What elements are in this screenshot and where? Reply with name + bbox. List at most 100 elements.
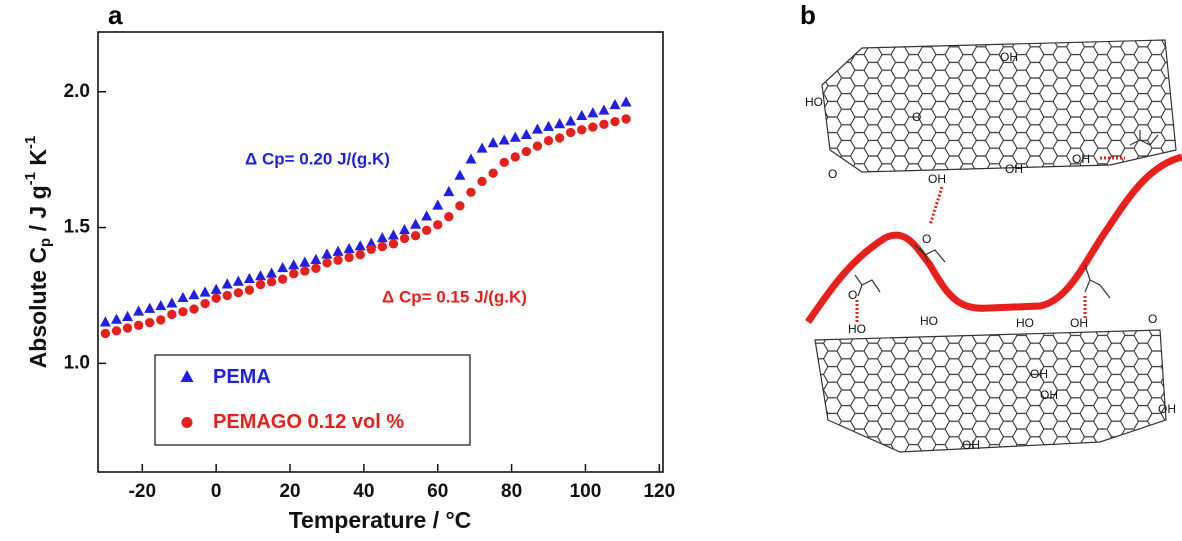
- y-label-part: -1: [22, 172, 39, 185]
- data-point: [167, 309, 177, 320]
- data-point: [554, 133, 565, 143]
- legend-marker: [180, 370, 194, 383]
- data-point: [532, 141, 543, 151]
- chem-label: OH: [1158, 402, 1176, 416]
- data-point: [155, 299, 167, 311]
- data-point: [543, 135, 554, 146]
- data-point: [410, 231, 421, 241]
- data-point: [433, 220, 443, 230]
- chem-label: OH: [1072, 152, 1090, 166]
- y-label-part: p: [37, 238, 54, 247]
- data-point: [621, 114, 631, 124]
- data-point: [211, 293, 221, 303]
- data-point: [144, 302, 156, 313]
- data-point: [166, 297, 178, 308]
- legend-box: [154, 354, 471, 446]
- data-point: [354, 240, 366, 251]
- data-point: [609, 99, 621, 110]
- data-point: [399, 223, 411, 235]
- data-point: [432, 199, 444, 210]
- ester-groups: [854, 130, 1159, 299]
- polymer-chain: [805, 153, 1182, 324]
- legend-label: PEMAGO 0.12 vol %: [213, 411, 404, 433]
- data-point: [189, 304, 199, 314]
- data-point: [255, 279, 266, 290]
- data-point: [531, 123, 543, 134]
- x-tick-label: 120: [643, 481, 675, 502]
- data-point: [598, 104, 610, 115]
- y-axis-label: Absolute Cp / J g-1 K-1: [22, 136, 54, 369]
- chem-label: HO: [1016, 316, 1034, 330]
- data-point: [244, 285, 255, 295]
- graphene-sheet: [821, 39, 1177, 173]
- chem-label: OH: [962, 438, 980, 452]
- data-point: [332, 245, 344, 256]
- data-point: [156, 315, 166, 325]
- x-tick-label: 60: [427, 481, 448, 502]
- chem-label: HO: [848, 322, 866, 336]
- x-axis-label: Temperature / °C: [289, 507, 472, 533]
- data-point: [455, 201, 465, 211]
- data-point: [100, 328, 111, 339]
- annotation: Δ Cp= 0.20 J/(g.K): [245, 149, 390, 168]
- data-point: [110, 313, 122, 324]
- data-point: [200, 298, 210, 309]
- data-point: [99, 316, 111, 327]
- data-point: [222, 290, 232, 301]
- data-point: [487, 137, 499, 148]
- data-point: [210, 283, 222, 294]
- data-point: [565, 115, 577, 126]
- data-point: [388, 239, 399, 249]
- data-point: [421, 225, 432, 235]
- data-point: [466, 187, 476, 197]
- data-point: [300, 266, 310, 276]
- data-point: [344, 252, 354, 263]
- data-point: [243, 272, 255, 284]
- data-point: [177, 291, 189, 303]
- y-label-part: K: [25, 149, 51, 172]
- data-point: [311, 263, 321, 273]
- data-point: [355, 250, 365, 260]
- chem-label: OH: [1000, 50, 1018, 64]
- data-point: [188, 289, 200, 300]
- data-point: [577, 125, 587, 135]
- x-tick-label: 80: [501, 481, 522, 502]
- data-point: [333, 255, 343, 265]
- data-point: [199, 286, 211, 297]
- chem-label: O: [1148, 312, 1157, 326]
- data-point: [588, 122, 598, 132]
- chem-label: O: [912, 110, 921, 124]
- data-point: [366, 244, 376, 254]
- data-point: [133, 320, 144, 331]
- y-tick-label: 1.5: [64, 217, 91, 238]
- data-point: [576, 109, 588, 121]
- data-point: [399, 233, 410, 244]
- annotation: Δ Cp= 0.15 J/(g.K): [382, 287, 527, 306]
- data-point: [476, 142, 488, 153]
- data-point: [343, 242, 355, 254]
- data-point: [310, 253, 322, 264]
- x-tick-label: -20: [129, 481, 156, 502]
- panel-label: b: [800, 0, 816, 30]
- data-point: [288, 259, 300, 270]
- data-point: [111, 326, 122, 336]
- data-point: [610, 116, 620, 127]
- data-point: [599, 119, 609, 130]
- data-point: [510, 152, 520, 162]
- y-label-part: Absolute C: [25, 247, 51, 368]
- data-point: [377, 241, 388, 252]
- panel-label: a: [108, 0, 123, 30]
- chem-label: OH: [928, 172, 946, 186]
- data-point: [365, 237, 377, 248]
- data-point: [587, 107, 599, 118]
- data-point: [554, 118, 566, 129]
- data-point: [178, 307, 188, 317]
- data-point: [289, 269, 299, 279]
- y-tick-label: 1.0: [64, 352, 90, 373]
- data-point: [232, 275, 244, 286]
- data-point: [410, 218, 422, 229]
- data-point: [233, 288, 244, 298]
- data-point: [443, 185, 455, 197]
- data-point: [122, 310, 134, 322]
